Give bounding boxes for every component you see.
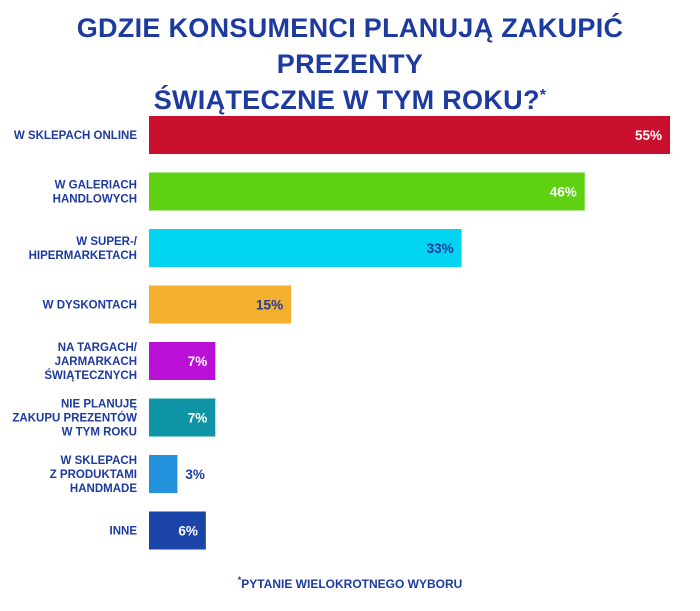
category-label-2: W GALERIACH HANDLOWYCH: [53, 180, 137, 206]
category-label-line: JARMARKACH: [55, 356, 137, 368]
category-label-line: HIPERMARKETACH: [29, 250, 137, 262]
category-label-line: W TYM ROKU: [62, 427, 137, 439]
chart-title-line-2: ŚWIĄTECZNE W TYM ROKU?*: [0, 82, 700, 118]
category-label-7: W SKLEPACH Z PRODUKTAMI HANDMADE: [50, 455, 138, 495]
category-label-line: NA TARGACH/: [58, 342, 138, 354]
category-label-line: HANDMADE: [70, 483, 137, 495]
category-label-line: W DYSKONTACH: [43, 300, 137, 312]
category-label-8: INNE: [110, 526, 138, 538]
bar-6: [149, 398, 216, 437]
bar-7: [149, 455, 178, 493]
value-label-4: 15%: [256, 298, 283, 313]
footnote-asterisk: *: [237, 575, 242, 585]
category-label-6: NIE PLANUJĘ ZAKUPU PREZENTÓW W TYM ROKU: [12, 399, 137, 439]
chart-title: GDZIE KONSUMENCI PLANUJĄ ZAKUPIĆ PREZENT…: [0, 10, 700, 118]
bar-5: [149, 342, 216, 380]
category-label-line: W SKLEPACH: [61, 455, 137, 467]
value-label-7: 3%: [185, 467, 205, 482]
category-label-line: HANDLOWYCH: [53, 194, 137, 206]
category-label-line: W SUPER-/: [76, 236, 138, 248]
bar-1: [149, 116, 670, 154]
value-label-2: 46%: [550, 185, 577, 200]
value-label-5: 7%: [188, 354, 208, 369]
value-label-1: 55%: [635, 128, 662, 143]
bar-3: [149, 229, 462, 267]
bar-2: [149, 172, 585, 211]
category-label-4: W DYSKONTACH: [43, 300, 137, 312]
category-label-3: W SUPER-/ HIPERMARKETACH: [29, 236, 138, 262]
bar-4: [149, 285, 292, 324]
category-label-line: ZAKUPU PREZENTÓW: [12, 412, 137, 425]
category-label-line: NIE PLANUJĘ: [61, 399, 137, 411]
value-label-6: 7%: [188, 411, 208, 426]
footnote-text: PYTANIE WIELOKROTNEGO WYBORU: [241, 577, 463, 591]
category-label-line: INNE: [110, 526, 138, 538]
chart-title-asterisk: *: [539, 87, 547, 104]
footnote: *PYTANIE WIELOKROTNEGO WYBORU: [0, 575, 700, 591]
category-label-line: ŚWIĄTECZNYCH: [44, 369, 137, 382]
value-label-8: 6%: [178, 524, 198, 539]
category-label-5: NA TARGACH/JARMARKACH ŚWIĄTECZNYCH: [44, 342, 137, 382]
category-label-1: W SKLEPACH ONLINE: [14, 130, 137, 142]
category-label-line: Z PRODUKTAMI: [50, 469, 137, 481]
category-label-line: W GALERIACH: [55, 180, 137, 192]
category-label-line: W SKLEPACH ONLINE: [14, 130, 137, 142]
chart-title-line-1: GDZIE KONSUMENCI PLANUJĄ ZAKUPIĆ PREZENT…: [76, 13, 624, 79]
chart-title-line-2-text: ŚWIĄTECZNE W TYM ROKU?: [153, 85, 540, 115]
bar-8: [149, 511, 206, 550]
value-label-3: 33%: [427, 241, 454, 256]
